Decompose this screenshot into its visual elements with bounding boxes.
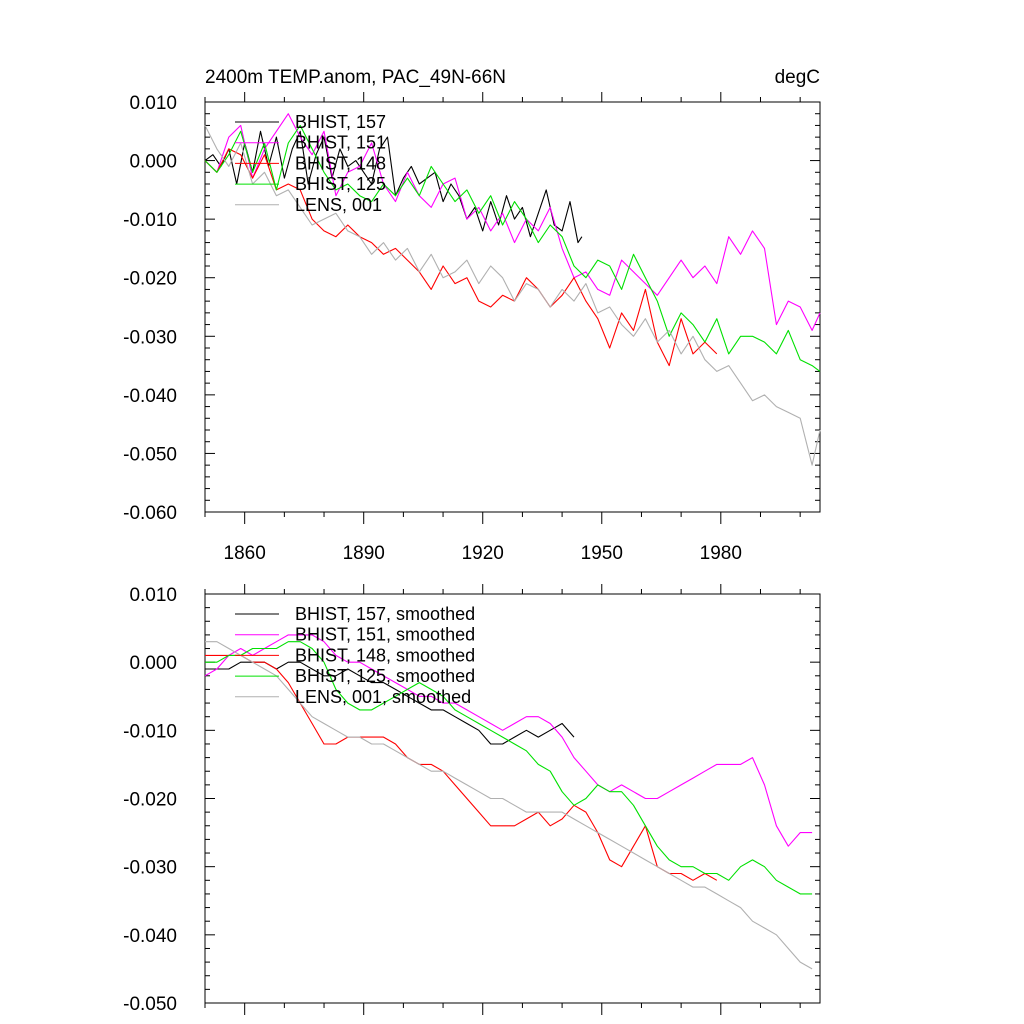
- legend-entry: LENS, 001: [295, 195, 382, 215]
- legend-entry: BHIST, 148: [295, 153, 386, 173]
- series-line: [204, 130, 583, 244]
- x-tick-label: 1920: [462, 543, 504, 564]
- legend-entry: LENS, 001, smoothed: [295, 687, 471, 707]
- y-tick-label: -0.030: [123, 327, 177, 348]
- x-tick-label: 1980: [700, 543, 742, 564]
- legend-entry: BHIST, 125: [295, 174, 386, 194]
- y-tick-label: -0.040: [123, 386, 177, 407]
- y-tick-label: -0.060: [123, 503, 177, 524]
- units-label: degC: [775, 67, 820, 88]
- legend-entry: BHIST, 151, smoothed: [295, 625, 475, 645]
- series-line: [204, 634, 813, 847]
- series-line: [205, 654, 718, 881]
- y-tick-label: -0.040: [123, 926, 177, 947]
- legend-entry: BHIST, 125, smoothed: [295, 666, 475, 686]
- y-tick-label: -0.010: [123, 721, 177, 742]
- series-line: [204, 124, 821, 372]
- y-tick-label: -0.020: [123, 269, 177, 290]
- plot-frame: [204, 101, 821, 513]
- legend-entry: BHIST, 157: [295, 112, 386, 132]
- series-line: [205, 641, 813, 970]
- top-panel: 0.010 0.000 -0.010 -0.020 -0.030 -0.040 -0.050…: [123, 67, 821, 564]
- y-tick-label: -0.030: [123, 858, 177, 879]
- x-tick-label: 1890: [343, 543, 385, 564]
- chart-title: 2400m TEMP.anom, PAC_49N-66N: [205, 67, 506, 88]
- legend-entry: BHIST, 148, smoothed: [295, 645, 475, 665]
- x-tick-label: 1950: [581, 543, 623, 564]
- y-tick-label: -0.050: [123, 994, 177, 1015]
- x-tick-label: 1860: [224, 543, 266, 564]
- y-tick-label: -0.050: [123, 444, 177, 465]
- series-line: [204, 113, 821, 331]
- y-tick-label: -0.010: [123, 210, 177, 231]
- series-line: [204, 125, 821, 466]
- y-tick-label: 0.000: [129, 152, 177, 173]
- series-line: [205, 641, 813, 895]
- y-tick-label: 0.010: [129, 585, 177, 606]
- y-tick-label: -0.020: [123, 790, 177, 811]
- y-tick-label: 0.010: [129, 93, 177, 114]
- series-line: [204, 148, 718, 367]
- legend-entry: BHIST, 151: [295, 133, 386, 153]
- legend-entry: BHIST, 157, smoothed: [295, 604, 475, 624]
- bottom-panel: 0.010 0.000 -0.010 -0.020 -0.030 -0.040 -0.050…: [123, 584, 821, 1015]
- y-tick-label: 0.000: [129, 653, 177, 674]
